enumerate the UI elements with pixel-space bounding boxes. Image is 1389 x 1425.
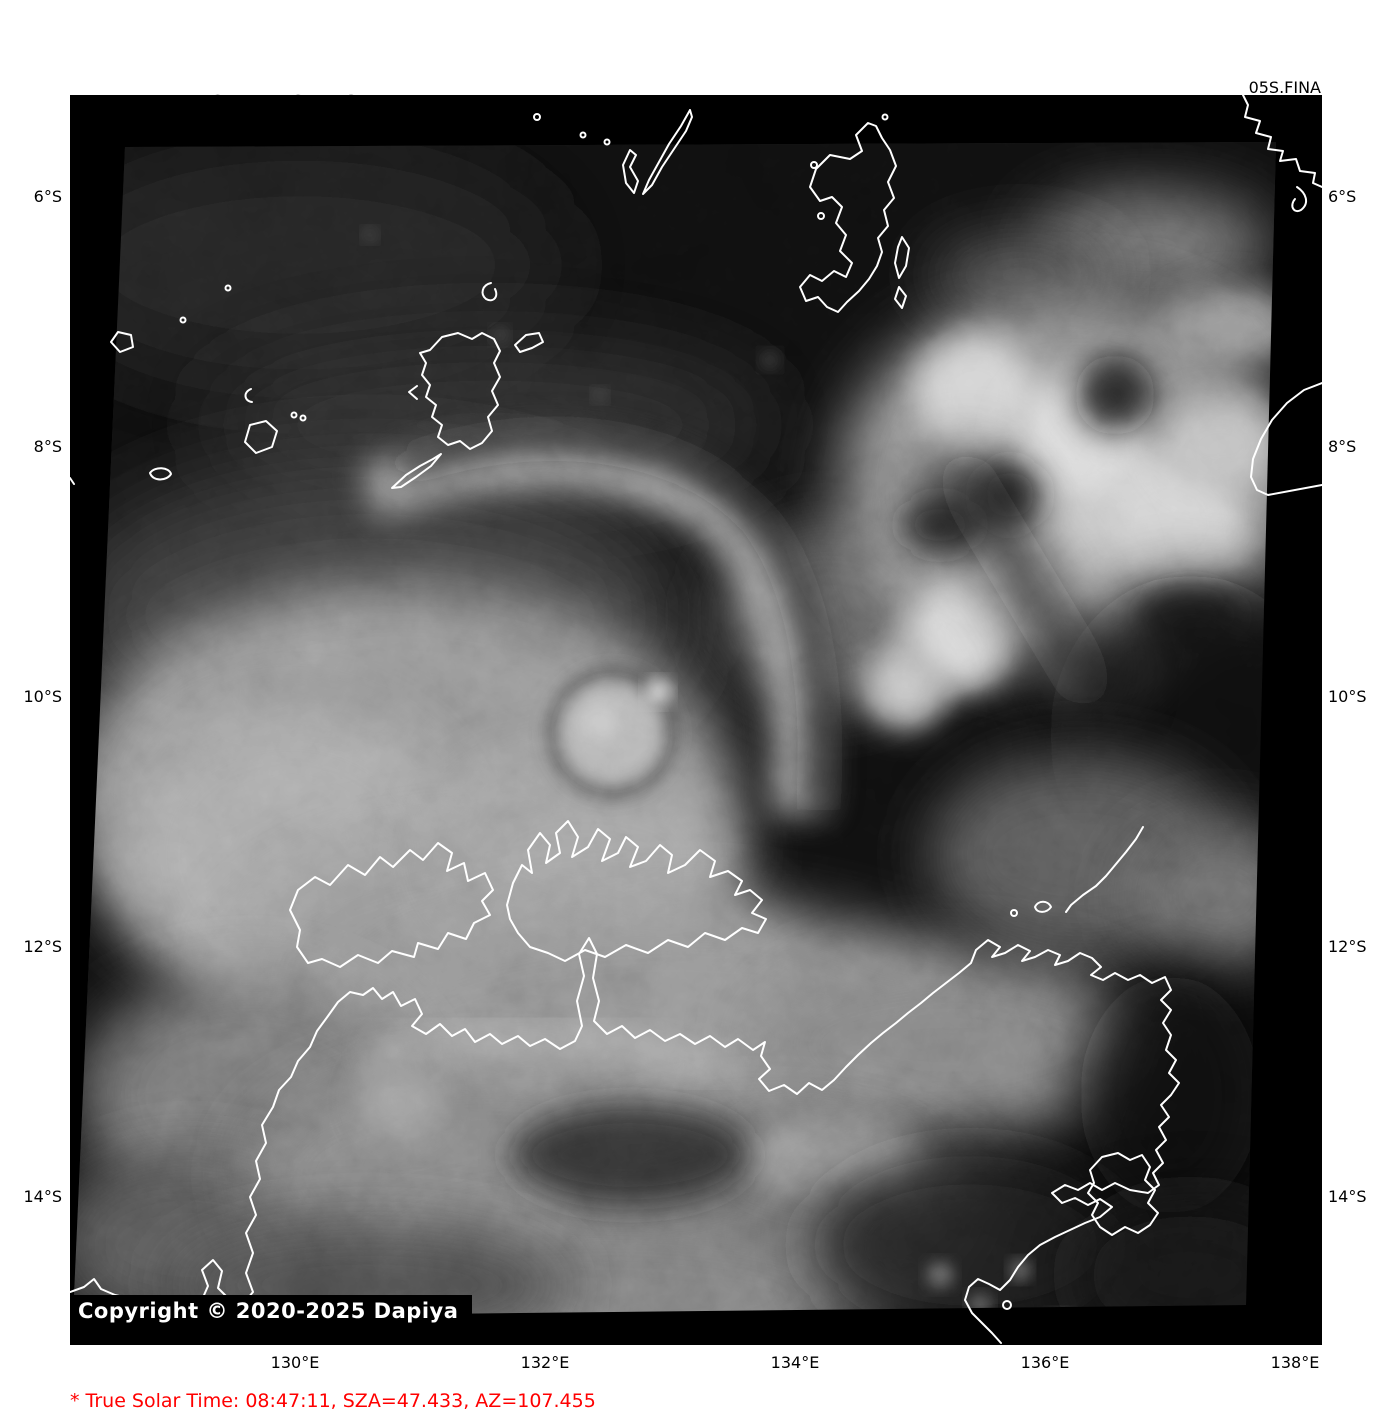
- coastline-papua: [1250, 382, 1322, 496]
- coastline-bathurst-island: [289, 842, 494, 968]
- storm-id: 05S.FINA: [1248, 78, 1321, 97]
- lat-tick-label-right: 10°S: [1328, 687, 1367, 706]
- coastline-tanimbar: [799, 122, 897, 313]
- lat-tick-label-left: 12°S: [23, 937, 62, 956]
- coastline-wessel-islands: [1065, 826, 1144, 913]
- lon-tick-label: 130°E: [270, 1353, 320, 1372]
- lat-tick-label-right: 6°S: [1328, 187, 1357, 206]
- coastline-top-islands: [642, 109, 693, 195]
- coastline-leti-islets: [244, 420, 278, 454]
- lat-tick-label-right: 14°S: [1328, 1187, 1367, 1206]
- lat-tick-label-left: 10°S: [23, 687, 62, 706]
- copyright-label: Copyright © 2020-2025 Dapiya: [70, 1295, 473, 1330]
- coastline-melville-island: [506, 820, 767, 962]
- cloud-imagery: [73, 142, 1276, 1318]
- lat-tick-label-right: 12°S: [1328, 937, 1367, 956]
- coastline-australia-mainland: [70, 937, 1180, 1344]
- lon-tick-label: 136°E: [1020, 1353, 1070, 1372]
- lat-tick-label-left: 6°S: [33, 187, 62, 206]
- solar-time-note: * True Solar Time: 08:47:11, SZA=47.433,…: [70, 1390, 596, 1412]
- coastline-groote-eylandt: [1087, 1152, 1159, 1236]
- coastline-overlay: [70, 95, 1322, 1344]
- satellite-image: [70, 95, 1322, 1345]
- lon-tick-label: 138°E: [1270, 1353, 1320, 1372]
- lat-tick-label-left: 8°S: [33, 437, 62, 456]
- lat-tick-label-left: 14°S: [23, 1187, 62, 1206]
- noise-texture-fine: [73, 142, 1276, 1318]
- coastline-new-guinea: [1242, 95, 1322, 188]
- lon-tick-label: 134°E: [770, 1353, 820, 1372]
- lat-tick-label-right: 8°S: [1328, 437, 1357, 456]
- coastline-babar: [419, 332, 501, 450]
- lon-tick-label: 132°E: [520, 1353, 570, 1372]
- satellite-image-panel: Copyright © 2020-2025 Dapiya: [70, 95, 1322, 1345]
